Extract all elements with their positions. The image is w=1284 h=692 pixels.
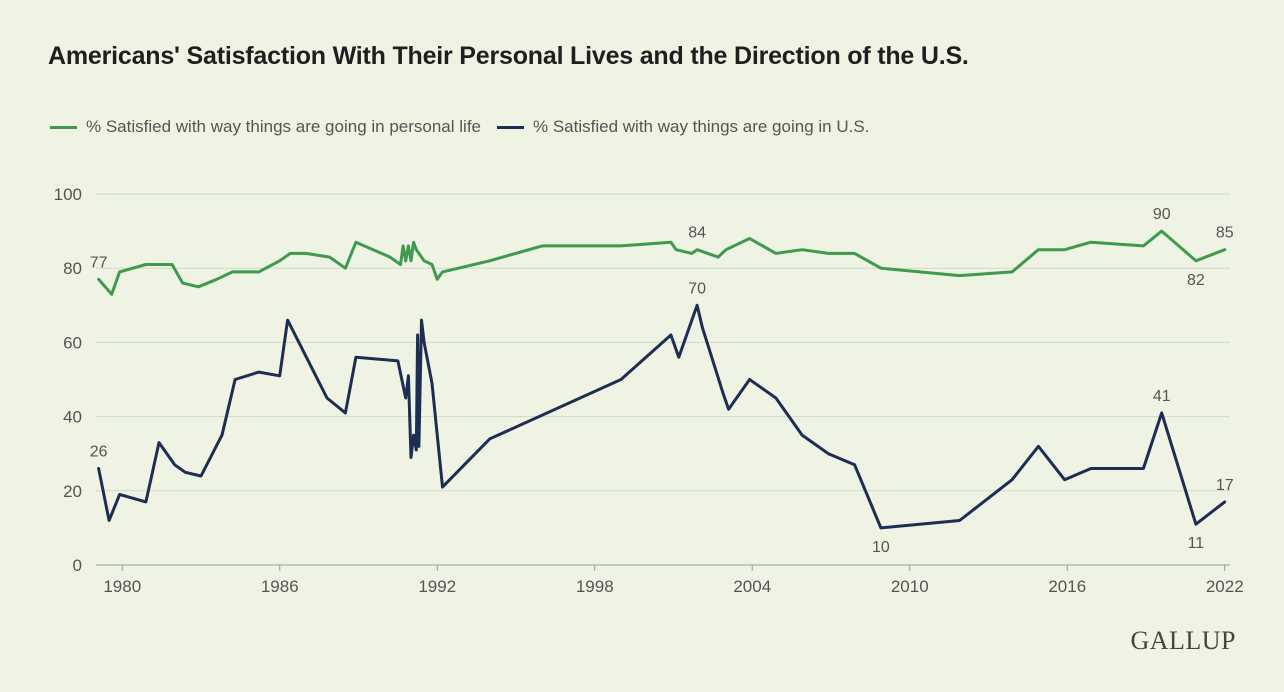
data-label-s1-41: 10 xyxy=(872,539,890,556)
data-label-s1-49: 11 xyxy=(1188,535,1205,552)
series-line-1 xyxy=(97,303,1227,530)
data-label-s1-48: 41 xyxy=(1153,388,1171,405)
x-tick-label-2010: 2010 xyxy=(891,577,929,596)
data-label-s1-0: 26 xyxy=(90,444,108,461)
data-label-s0-51: 82 xyxy=(1187,272,1205,289)
y-tick-label-20: 20 xyxy=(63,482,82,501)
x-tick-label-1980: 1980 xyxy=(103,577,141,596)
legend-item-us: % Satisfied with way things are going in… xyxy=(497,117,869,137)
chart-legend: % Satisfied with way things are going in… xyxy=(50,117,885,137)
chart-title: Americans' Satisfaction With Their Perso… xyxy=(48,42,969,70)
y-tick-label-80: 80 xyxy=(63,259,82,278)
x-tick-label-1998: 1998 xyxy=(576,577,614,596)
data-label-s0-35: 84 xyxy=(688,225,706,242)
x-tick-label-2004: 2004 xyxy=(733,577,771,596)
legend-swatch-personal-life xyxy=(50,125,77,129)
x-tick-label-2022: 2022 xyxy=(1206,577,1244,596)
x-tick-label-1986: 1986 xyxy=(261,577,299,596)
series-line-0 xyxy=(97,229,1227,296)
x-tick-label-1992: 1992 xyxy=(418,577,456,596)
y-tick-label-40: 40 xyxy=(63,408,82,427)
data-label-s0-0: 77 xyxy=(90,254,108,271)
y-tick-label-100: 100 xyxy=(54,185,82,204)
data-label-s0-50: 90 xyxy=(1153,206,1171,223)
data-label-s1-32: 70 xyxy=(688,280,706,297)
data-label-s0-52: 85 xyxy=(1216,225,1234,242)
y-tick-label-0: 0 xyxy=(73,556,82,575)
legend-label-us: % Satisfied with way things are going in… xyxy=(533,117,870,136)
gallup-logo: GALLUP xyxy=(1130,626,1236,655)
data-label-s1-50: 17 xyxy=(1216,477,1234,494)
legend-item-personal-life: % Satisfied with way things are going in… xyxy=(50,117,481,137)
y-tick-label-60: 60 xyxy=(63,333,82,352)
x-tick-label-2016: 2016 xyxy=(1048,577,1086,596)
legend-label-personal-life: % Satisfied with way things are going in… xyxy=(86,117,481,136)
legend-swatch-us xyxy=(497,125,524,129)
